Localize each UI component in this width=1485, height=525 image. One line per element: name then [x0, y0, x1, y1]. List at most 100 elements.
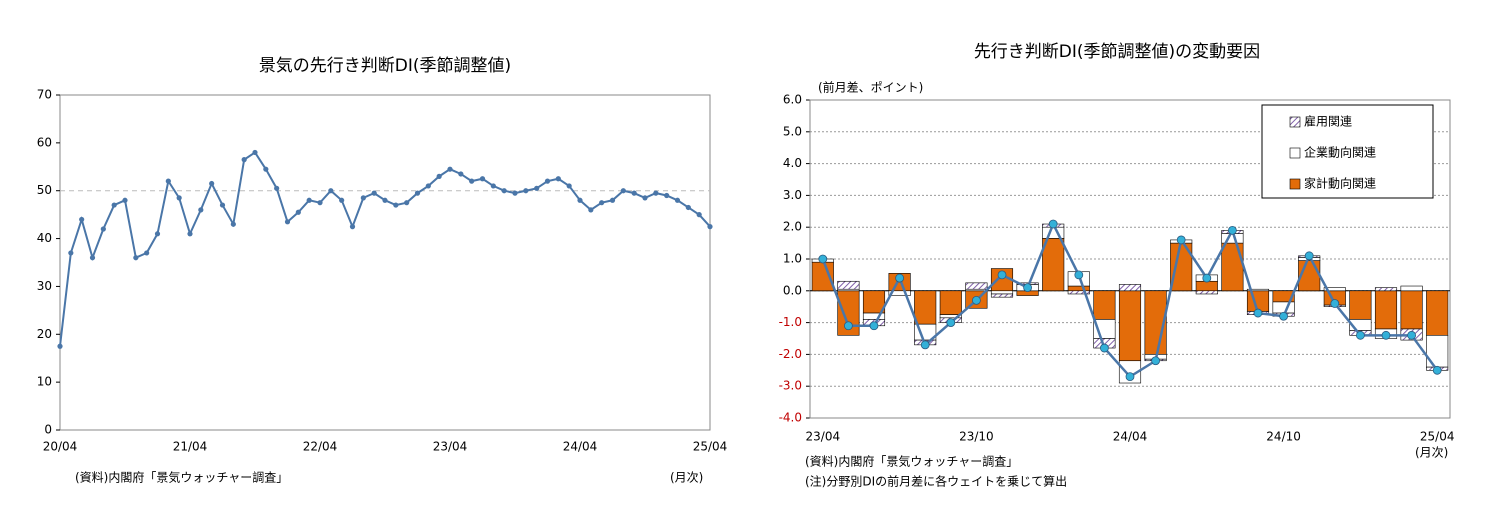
y-tick-label: 40: [37, 231, 52, 245]
point: [414, 190, 421, 196]
bar-segment: [990, 290, 1014, 295]
bar-segment: [1246, 290, 1270, 312]
point: [895, 273, 904, 283]
y-tick-label: 50: [37, 183, 52, 197]
point: [1100, 343, 1109, 353]
point: [469, 178, 475, 184]
point: [620, 188, 626, 194]
point: [818, 254, 828, 264]
point: [844, 321, 853, 331]
point: [707, 224, 713, 230]
point: [490, 183, 496, 189]
point: [425, 183, 431, 189]
point: [198, 207, 204, 213]
x-tick-label: 23/04: [806, 430, 841, 444]
point: [349, 224, 356, 230]
bar-segment: [1221, 242, 1244, 292]
bar-segment: [1042, 238, 1065, 292]
point: [1407, 330, 1416, 340]
point: [306, 197, 312, 203]
point: [252, 149, 258, 156]
bar-segment: [1272, 301, 1295, 314]
legend-label: 雇用関連: [1304, 114, 1352, 129]
point: [436, 173, 442, 179]
bar-segment: [914, 290, 937, 325]
point: [295, 209, 301, 215]
point: [133, 255, 139, 261]
note: (資料)内閣府「景気ウォッチャー調査」: [805, 454, 1018, 469]
bar-segment: [1118, 290, 1142, 362]
point: [501, 188, 507, 194]
point: [1202, 273, 1212, 283]
point: [393, 202, 399, 208]
bar-segment: [837, 280, 860, 290]
legend-swatch: [1289, 116, 1301, 128]
point: [458, 171, 464, 177]
note: (資料)内閣府「景気ウォッチャー調査」: [75, 470, 288, 485]
y-tick-label: 0: [44, 423, 52, 437]
point: [284, 219, 291, 225]
point: [653, 190, 659, 196]
bar-segment: [1118, 284, 1142, 292]
chart-title: 景気の先行き判断DI(季節調整値): [259, 56, 511, 76]
point: [241, 157, 247, 163]
y-tick-label: -2.0: [779, 347, 802, 361]
legend-swatch: [1289, 178, 1301, 190]
y-tick-label: 10: [37, 375, 52, 389]
point: [1048, 219, 1058, 229]
y-tick-label: 5.0: [783, 124, 802, 138]
point: [1125, 372, 1135, 382]
point: [674, 197, 681, 203]
x-tick-label: 25/04: [1420, 430, 1455, 444]
bar-segment: [1118, 360, 1142, 384]
bar-segment: [1246, 288, 1270, 292]
bar-segment: [1349, 290, 1372, 320]
x-tick-label: 24/04: [563, 440, 598, 454]
bar-segment: [1093, 290, 1116, 320]
point: [404, 200, 410, 206]
y-tick-label: 60: [37, 135, 52, 149]
point: [1304, 251, 1314, 261]
plot-area: [59, 94, 711, 431]
point: [696, 212, 702, 218]
x-unit: (月次): [1415, 446, 1448, 460]
point: [187, 231, 193, 237]
point: [382, 197, 388, 203]
point: [1279, 311, 1288, 321]
x-unit: (月次): [670, 471, 703, 485]
y-tick-label: -1.0: [779, 315, 802, 329]
point: [523, 188, 529, 194]
x-tick-label: 20/04: [43, 440, 78, 454]
point: [111, 202, 117, 208]
legend-label: 家計動向関連: [1304, 176, 1376, 191]
bar-segment: [1400, 285, 1423, 292]
point: [479, 176, 486, 182]
x-tick-label: 21/04: [173, 440, 208, 454]
point: [1023, 283, 1032, 293]
point: [512, 190, 518, 196]
x-tick-label: 22/04: [303, 440, 338, 454]
point: [599, 200, 605, 206]
y-tick-label: 3.0: [783, 188, 802, 202]
point: [79, 216, 85, 223]
note: (注)分野別DIの前月差に各ウェイトを乗じて算出: [805, 474, 1067, 489]
x-tick-label: 25/04: [693, 440, 728, 454]
y-tick-label: 0.0: [783, 283, 802, 297]
point: [317, 200, 323, 206]
y-tick-label: 6.0: [783, 93, 802, 107]
point: [664, 192, 670, 199]
point: [544, 178, 551, 184]
y-tick-label: -3.0: [779, 379, 802, 393]
bar-segment: [1374, 287, 1398, 292]
bar-segment: [1067, 290, 1090, 295]
y-tick-label: 30: [37, 279, 52, 293]
point: [566, 183, 572, 189]
point: [1253, 308, 1263, 318]
y-tick-label: 20: [37, 327, 52, 341]
point: [263, 166, 269, 172]
point: [972, 295, 981, 305]
legend-swatch: [1289, 147, 1301, 159]
bar-segment: [939, 290, 962, 315]
point: [631, 190, 637, 196]
